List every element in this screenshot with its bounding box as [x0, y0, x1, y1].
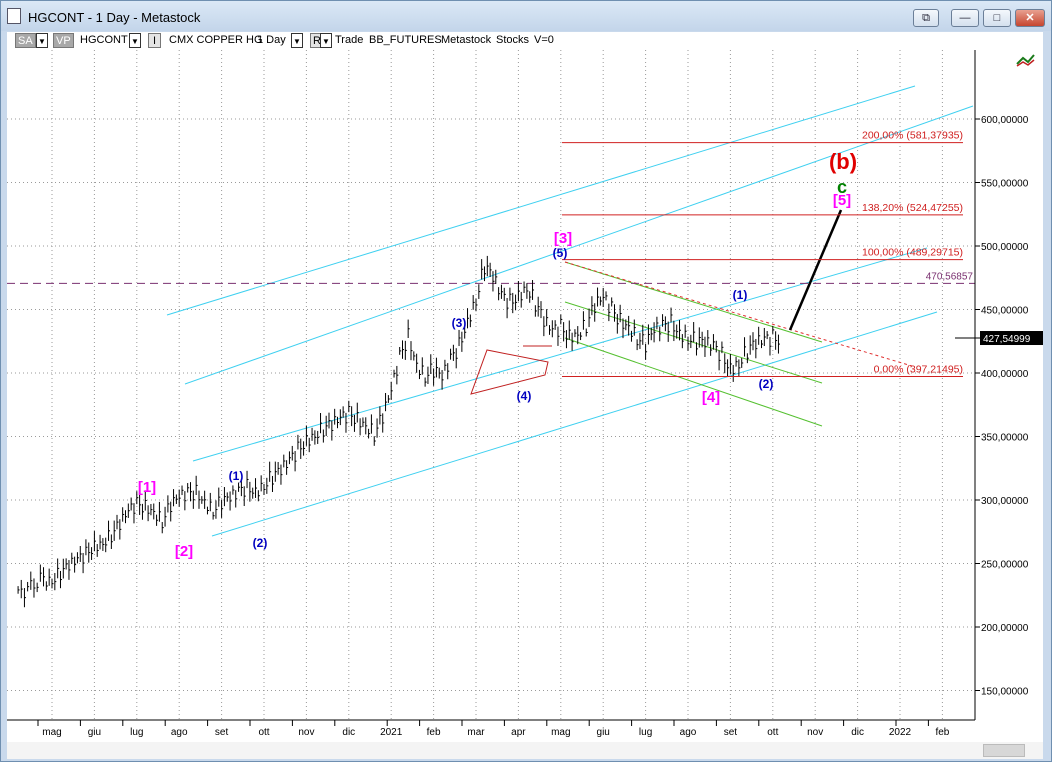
sa-button[interactable]: SA: [15, 33, 36, 48]
channel-line: [184, 105, 974, 385]
x-tick-label: lug: [130, 727, 143, 738]
fib-label: 0,00% (397,21495): [874, 364, 963, 376]
wave-label: (4): [517, 389, 532, 403]
title-bar[interactable]: HGCONT - 1 Day - Metastock ⧉ — □ ✕: [1, 1, 1051, 31]
stocks-label: Stocks: [496, 34, 530, 46]
wave-label: [2]: [175, 543, 193, 560]
period-dropdown-icon[interactable]: ▼: [291, 33, 303, 48]
channel-line: [211, 311, 938, 537]
wave-label: (2): [253, 536, 268, 550]
chart-canvas[interactable]: 470,56857 200,00% (581,37935) 138,20% (52…: [7, 50, 1044, 742]
y-tick-label: 250,00000: [981, 560, 1029, 571]
x-tick-label: ott: [258, 727, 269, 738]
x-tick-label: nov: [807, 727, 823, 738]
x-tick-label: feb: [935, 727, 949, 738]
x-tick-label: nov: [298, 727, 314, 738]
x-tick-label: 2022: [889, 727, 912, 738]
wave-label: [1]: [138, 479, 156, 496]
y-tick-label: 550,00000: [981, 179, 1029, 190]
x-tick-label: mar: [467, 727, 485, 738]
wave-label: (5): [553, 246, 568, 260]
y-tick-label: 500,00000: [981, 242, 1029, 253]
fib-label: 100,00% (489,29715): [862, 247, 963, 259]
vp-button[interactable]: VP: [53, 33, 74, 48]
wave-label: (2): [759, 377, 774, 391]
y-axis: 600,00000 550,00000 500,00000 450,00000 400,…: [955, 50, 1044, 720]
channel-line-green: [564, 301, 823, 384]
last-price-box: [980, 331, 1044, 346]
volume-label: V=0: [534, 34, 554, 46]
wave-label: (1): [229, 469, 244, 483]
close-button[interactable]: ✕: [1015, 9, 1045, 27]
x-tick-label: apr: [511, 727, 526, 738]
y-tick-label: 600,00000: [981, 115, 1029, 126]
x-tick-label: mag: [42, 727, 61, 738]
wave-label: (3): [452, 316, 467, 330]
x-tick-label: set: [724, 727, 738, 738]
channel-line: [166, 85, 916, 316]
x-tick-label: mag: [551, 727, 570, 738]
security-name: CMX COPPER HG: [169, 34, 263, 46]
symbol-label: HGCONT: [80, 34, 128, 46]
trend-channels: 470,56857: [7, 85, 975, 537]
minimize-button[interactable]: —: [951, 9, 979, 27]
symbol-dropdown-icon[interactable]: ▼: [129, 33, 141, 48]
wave-label: [3]: [554, 230, 572, 247]
wave-labels: [1] [2] (1) (2) (3) (4) [3](5) [4] (1) (2) (b) c[5]: [138, 149, 857, 560]
x-tick-label: set: [215, 727, 229, 738]
maximize-button[interactable]: □: [983, 9, 1011, 27]
sa-dropdown-icon[interactable]: ▼: [36, 33, 48, 48]
chart-toolbar: SA ▼ VP HGCONT ▼ I CMX COPPER HG 1 Day ▼…: [7, 32, 1043, 50]
x-tick-label: ago: [680, 727, 697, 738]
y-tick-label: 300,00000: [981, 496, 1029, 507]
y-tick-label: 450,00000: [981, 306, 1029, 317]
channel-line: [192, 247, 928, 462]
wave-label: c: [837, 177, 847, 197]
x-tick-label: ott: [767, 727, 778, 738]
horizontal-scrollbar[interactable]: [7, 742, 1043, 759]
fib-levels: 200,00% (581,37935) 138,20% (524,47255) 10…: [562, 130, 963, 378]
period-label: 1 Day: [257, 34, 286, 46]
y-tick-label: 400,00000: [981, 369, 1029, 380]
x-tick-label: giu: [597, 727, 610, 738]
y-tick-label: 150,00000: [981, 687, 1029, 698]
x-tick-label: ago: [171, 727, 188, 738]
dashed-level-label: 470,56857: [926, 271, 974, 282]
window-title: HGCONT - 1 Day - Metastock: [28, 10, 201, 25]
x-tick-label: lug: [639, 727, 652, 738]
price-bars: [17, 255, 780, 608]
x-axis: mag giu lug ago set ott nov dic 2021 feb mar apr mag…: [7, 719, 975, 738]
chart-tool-icon[interactable]: [1014, 52, 1036, 70]
document-icon: [7, 8, 21, 24]
scrollbar-thumb[interactable]: [983, 744, 1025, 757]
wave-label: (b): [829, 149, 857, 174]
triangle-pattern: [470, 349, 549, 395]
fib-label: 200,00% (581,37935): [862, 130, 963, 142]
x-tick-label: 2021: [380, 727, 403, 738]
projection-arrow: [788, 209, 843, 331]
wave-label: [5]: [833, 192, 851, 209]
x-tick-label: giu: [88, 727, 101, 738]
wave-label: [4]: [702, 389, 720, 406]
source-label: BB_FUTURES: [369, 34, 442, 46]
last-price-label: 427,54999: [983, 334, 1031, 345]
fib-label: 138,20% (524,47255): [862, 202, 963, 214]
y-tick-label: 200,00000: [981, 623, 1029, 634]
channel-line-green: [564, 337, 823, 427]
app-label: Metastock: [441, 34, 492, 46]
wave-label: (1): [733, 288, 748, 302]
chart-grid: [7, 50, 975, 720]
trade-label[interactable]: Trade: [335, 34, 364, 46]
dashed-trendline: [564, 261, 913, 367]
price-chart[interactable]: 470,56857 200,00% (581,37935) 138,20% (52…: [7, 50, 1044, 742]
x-tick-label: feb: [427, 727, 441, 738]
indicator-box[interactable]: I: [148, 33, 161, 48]
restore-icon[interactable]: ⧉: [913, 9, 939, 27]
x-tick-label: dic: [851, 727, 864, 738]
x-tick-label: dic: [342, 727, 355, 738]
r-dropdown-icon[interactable]: ▼: [320, 33, 332, 48]
y-tick-label: 350,00000: [981, 433, 1029, 444]
